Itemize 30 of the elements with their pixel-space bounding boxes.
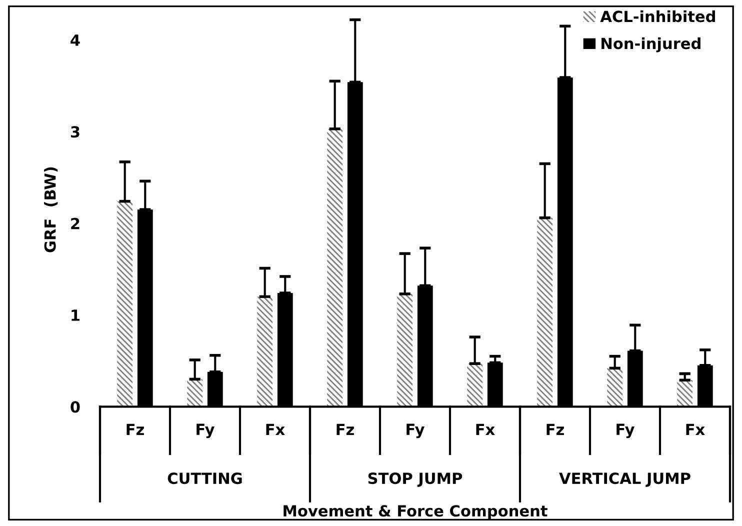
legend-label: ACL-inhibited [600, 10, 715, 22]
bar [117, 201, 133, 407]
x-tick-label: Fx [686, 424, 705, 435]
x-tick-label: Fz [336, 424, 354, 435]
bar [467, 364, 483, 407]
x-tick-label: Fz [126, 424, 144, 435]
y-tick-label: 2 [71, 218, 80, 230]
y-tick-label: 1 [72, 310, 80, 321]
bar [607, 368, 623, 407]
y-tick-label: 0 [70, 401, 80, 413]
legend-label: Non-injured [602, 37, 700, 52]
y-tick-label: 4 [70, 34, 80, 46]
bar [257, 296, 273, 407]
text: VERTICAL JUMP [559, 472, 690, 487]
x-tick-label: Fz [546, 424, 564, 435]
y-axis-title: GRF (BW) [44, 167, 58, 252]
x-tick-label: Fy [406, 424, 424, 438]
x-tick-label: Fx [476, 424, 495, 435]
bar [537, 218, 553, 407]
x-axis-title: Movement & Force Component [284, 505, 548, 520]
x-tick-label: Fy [616, 424, 634, 438]
bar [397, 294, 413, 407]
text: STOP JUMP [368, 472, 462, 487]
bar [327, 128, 343, 407]
text: CUTTING [168, 472, 242, 484]
y-tick-label: 3 [70, 126, 80, 138]
bar [187, 379, 203, 407]
x-tick-label: Fy [196, 424, 214, 438]
bar [677, 380, 693, 407]
x-tick-label: Fx [266, 424, 285, 435]
